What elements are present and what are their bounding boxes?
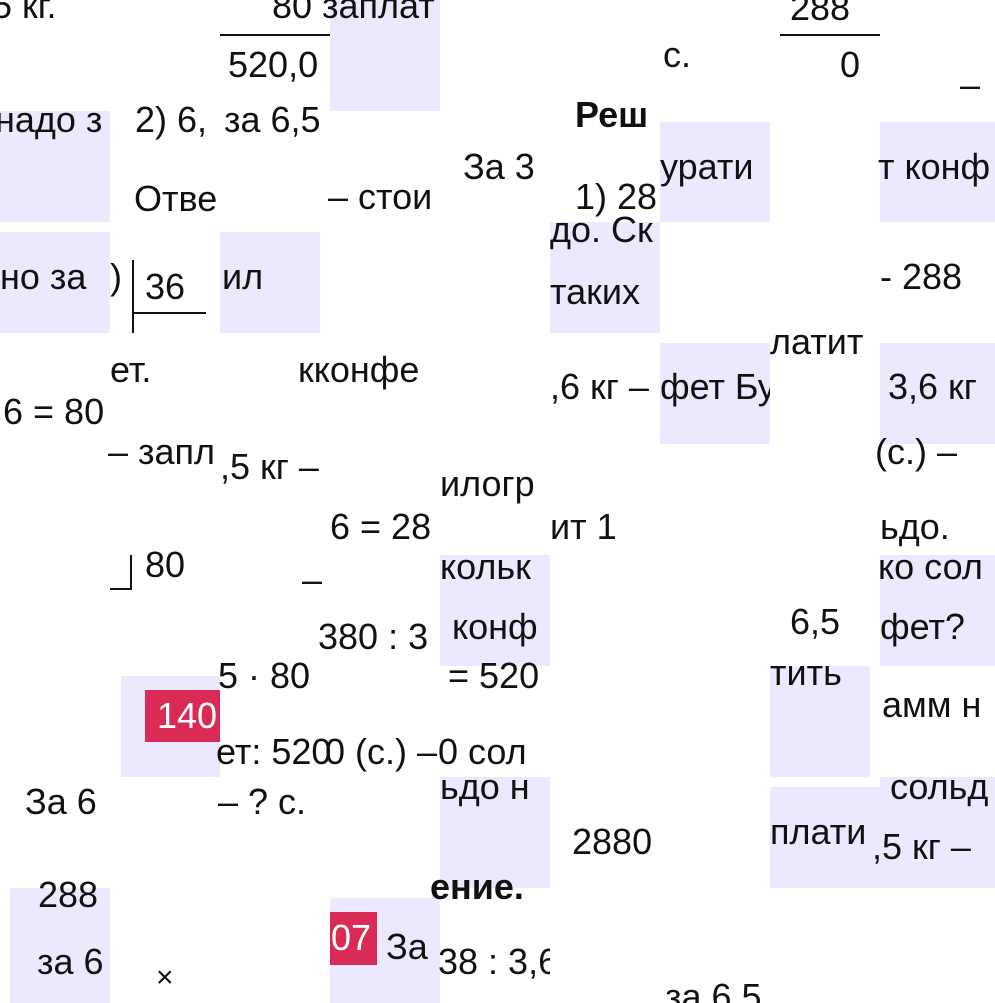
text-fragment: За 3 [463, 147, 535, 187]
text-fragment: Отве [134, 179, 218, 219]
multiply-sign: × [156, 961, 174, 994]
highlight-tile [880, 777, 995, 888]
text-fragment: 0 (с.) – [325, 732, 438, 772]
text-fragment: - 288 [880, 257, 963, 297]
text-fragment: 1) 28 [575, 177, 658, 217]
text-fragment: 5 · 80 [218, 656, 311, 696]
text-fragment: 80 [272, 0, 313, 26]
highlight-tile [660, 122, 770, 222]
highlight-tile [660, 343, 770, 444]
division-line [132, 312, 206, 314]
text-fragment: до. Ск [550, 210, 653, 250]
text-fragment: фет Бу [660, 367, 770, 407]
text-fragment: – стои [328, 177, 433, 217]
text-fragment: 288 [790, 0, 851, 28]
highlight-tile [440, 777, 550, 888]
text-fragment: 3,6 кг [888, 367, 977, 407]
text-fragment: 0 сол [438, 732, 527, 772]
text-fragment: за 6,5 [665, 977, 762, 1003]
text-fragment: кконфе [298, 350, 420, 390]
text-fragment: за 6,5 [224, 100, 321, 140]
text-fragment: т конф [878, 147, 991, 187]
highlight-tile [440, 555, 550, 666]
text-fragment: ко сол [878, 547, 983, 587]
text-fragment: 0 [840, 45, 861, 85]
text-fragment: 2) 6, [135, 100, 208, 140]
text-fragment: За [386, 927, 428, 967]
highlight-tile [880, 343, 995, 444]
text-fragment: 38 : 3,6 [438, 942, 550, 982]
highlight-tile [770, 787, 880, 888]
text-fragment: кольк [440, 547, 531, 587]
text-fragment: За 6 [25, 782, 97, 822]
text-fragment: – [302, 560, 323, 600]
text-fragment: ит 1 [550, 507, 617, 547]
text-fragment: илогр [440, 464, 535, 504]
highlight-tile [220, 232, 320, 333]
text-fragment: надо з [0, 100, 103, 140]
text-fragment: 6,5 [790, 602, 841, 642]
text-fragment: ) [110, 257, 122, 297]
text-fragment: латит [770, 322, 864, 362]
division-line [132, 260, 134, 333]
text-fragment: ил [222, 257, 264, 297]
text-fragment: 2880 [572, 822, 653, 862]
text-fragment: 6 = 80 [3, 392, 105, 432]
highlight-tile [10, 888, 110, 1003]
highlight-tile [0, 232, 110, 333]
text-fragment: фет? [880, 607, 965, 647]
text-fragment: – запл [108, 432, 216, 472]
highlight-tile [770, 666, 870, 777]
text-fragment: ет: 520 [216, 732, 330, 772]
badge-number: 140 [157, 695, 218, 736]
text-fragment: ,6 кг – [550, 367, 649, 407]
text-fragment: ьдо н [440, 767, 530, 807]
text-fragment: ет. [110, 350, 152, 390]
text-fragment: ,5 кг – [872, 827, 971, 867]
division-line [130, 555, 132, 590]
text-fragment: – ? с. [218, 782, 307, 822]
number-badge: 140 [145, 690, 220, 742]
text-fragment: урати [660, 147, 754, 187]
text-fragment: ,5 кг – [220, 447, 319, 487]
text-fragment: (с.) – [875, 432, 958, 472]
text-fragment: сольд [890, 767, 989, 807]
text-fragment: 288 [38, 875, 99, 915]
badge-number: 07 [330, 917, 371, 958]
text-fragment: 36 [145, 267, 186, 307]
text-fragment: 520,0 [228, 45, 319, 85]
text-fragment: за 6 [37, 942, 104, 982]
text-fragment: 380 : 3 [318, 617, 429, 657]
text-fragment: ение. [430, 867, 524, 907]
highlight-tile [880, 555, 995, 666]
number-badge: 07 [330, 912, 377, 965]
text-fragment: плати [770, 812, 867, 852]
highlight-tile [330, 0, 440, 111]
text-fragment: заплат [322, 0, 435, 26]
text-fragment: конф [452, 607, 538, 647]
text-fragment: 80 [145, 545, 186, 585]
text-fragment: = 520 [448, 656, 540, 696]
text-fragment: тить [770, 653, 842, 693]
text-fragment: амм н [882, 685, 982, 725]
text-fragment: Реш [575, 95, 649, 135]
text-fragment: 6 = 28 [330, 507, 432, 547]
highlight-tile [0, 111, 110, 222]
highlight-tile [880, 122, 995, 222]
text-fragment: 5 кг. [0, 0, 57, 26]
text-fragment: с. [663, 35, 692, 75]
division-line [110, 588, 132, 590]
division-line [220, 34, 330, 36]
text-fragment: – [960, 65, 981, 105]
text-fragment: таких [550, 272, 640, 312]
division-line [780, 34, 880, 36]
text-fragment: ьдо. [880, 507, 950, 547]
highlight-tile [550, 222, 660, 333]
text-fragment: но за [0, 257, 87, 297]
